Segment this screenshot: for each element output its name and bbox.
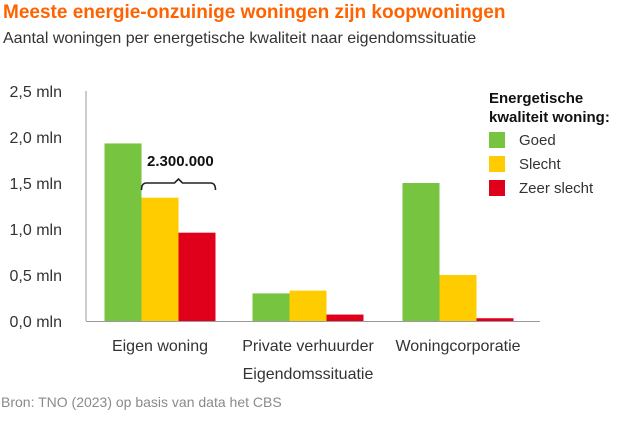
y-tick-label: 1,0 mln xyxy=(10,222,62,239)
x-category-label: Eigen woning xyxy=(112,338,208,355)
y-tick-label: 2,0 mln xyxy=(10,130,62,147)
bar-slecht xyxy=(141,197,179,321)
annotation-bracket xyxy=(140,177,217,191)
legend-swatch-slecht xyxy=(489,156,505,172)
x-category-label: Private verhuurder xyxy=(242,338,374,355)
bar-slecht xyxy=(289,290,327,321)
y-tick-label: 0,5 mln xyxy=(10,268,62,285)
legend-title-line-2: kwaliteit woning: xyxy=(489,109,610,126)
legend-swatch-zeer-slecht xyxy=(489,180,505,196)
x-axis-label: Eigendomssituatie xyxy=(243,366,374,383)
y-tick-label: 2,5 mln xyxy=(10,84,62,101)
bar-goed xyxy=(104,143,142,321)
chart-title: Meeste energie-onzuinige woningen zijn k… xyxy=(3,2,506,23)
bar-slecht xyxy=(439,275,477,321)
legend-title-line-1: Energetische xyxy=(489,90,583,107)
bar-zeer-slecht xyxy=(476,318,514,321)
legend-label-slecht: Slecht xyxy=(519,156,562,173)
y-tick-label: 1,5 mln xyxy=(10,176,62,193)
bar-goed xyxy=(252,293,290,321)
bar-zeer-slecht xyxy=(178,232,216,321)
legend-label-goed: Goed xyxy=(519,132,556,149)
y-tick-label: 0,0 mln xyxy=(10,314,62,331)
legend-label-zeer-slecht: Zeer slecht xyxy=(519,180,594,197)
x-category-label: Woningcorporatie xyxy=(395,338,520,355)
bar-zeer-slecht xyxy=(326,314,364,321)
chart-subtitle: Aantal woningen per energetische kwalite… xyxy=(3,30,477,47)
annotation-label: 2.300.000 xyxy=(147,153,214,170)
legend-swatch-goed xyxy=(489,132,505,148)
source-note: Bron: TNO (2023) op basis van data het C… xyxy=(1,394,282,410)
bar-goed xyxy=(402,183,440,321)
